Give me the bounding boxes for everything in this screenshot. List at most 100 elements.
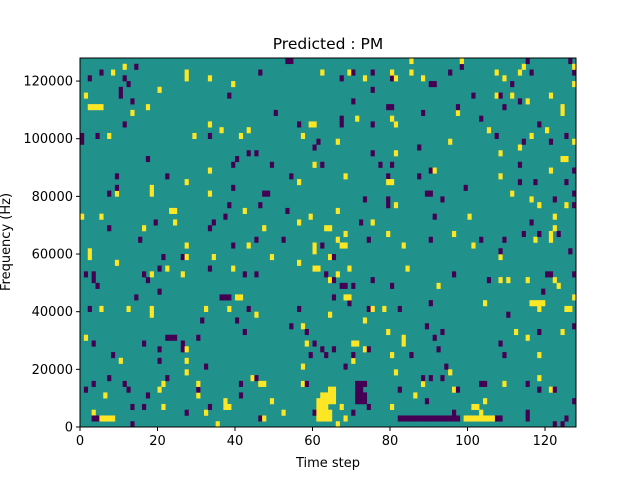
heatmap-cell <box>370 121 375 128</box>
heatmap-cell <box>421 380 426 387</box>
heatmap-cell <box>312 248 317 255</box>
heatmap-cell <box>269 161 275 168</box>
heatmap-cell <box>262 415 267 422</box>
heatmap-cell <box>328 392 333 399</box>
heatmap-cell <box>328 415 333 422</box>
heatmap-cell <box>235 317 240 324</box>
heatmap-cell <box>165 265 170 272</box>
heatmap-cell <box>537 328 542 336</box>
heatmap-cell <box>483 415 488 422</box>
x-tick-label: 40 <box>227 434 244 449</box>
heatmap-cell <box>386 196 391 203</box>
heatmap-cell <box>537 202 542 209</box>
heatmap-cell <box>111 69 116 76</box>
heatmap-cell <box>409 69 414 76</box>
heatmap-cell <box>258 69 263 76</box>
heatmap-cell <box>335 271 340 278</box>
heatmap-cell <box>180 254 185 261</box>
heatmap-cell <box>335 421 340 428</box>
heatmap-cell <box>161 380 166 387</box>
heatmap-cell <box>486 127 492 134</box>
heatmap-cell <box>211 219 216 226</box>
heatmap-cell <box>498 340 503 347</box>
heatmap-cell <box>262 225 267 232</box>
heatmap-cell <box>227 403 232 411</box>
heatmap-cell <box>572 202 577 209</box>
heatmap-cell <box>479 236 484 243</box>
heatmap-cell <box>196 386 201 393</box>
heatmap-cell <box>525 409 530 416</box>
heatmap-cell <box>320 415 325 422</box>
heatmap-cell <box>320 403 325 411</box>
heatmap-cell <box>572 190 577 197</box>
heatmap-cell <box>405 265 410 272</box>
heatmap-cell <box>153 219 158 226</box>
heatmap-cell <box>424 398 430 405</box>
heatmap-cell <box>417 144 422 151</box>
heatmap-cell <box>258 202 263 209</box>
heatmap-cell <box>572 398 577 405</box>
heatmap-cell <box>87 104 92 111</box>
heatmap-cell <box>227 92 232 99</box>
y-axis-label: Frequency (Hz) <box>0 193 14 291</box>
heatmap-cell <box>219 294 224 301</box>
heatmap-cell <box>300 323 306 330</box>
heatmap-cell <box>246 150 251 157</box>
heatmap-cell <box>324 398 329 405</box>
heatmap-cell <box>366 236 371 243</box>
heatmap-cell <box>196 392 201 399</box>
heatmap-cell <box>390 115 395 122</box>
heatmap-cell <box>548 167 554 174</box>
heatmap-cell <box>494 415 499 422</box>
heatmap-cell <box>95 132 100 140</box>
heatmap-cell <box>173 219 178 226</box>
heatmap-cell <box>386 230 391 238</box>
heatmap-cell <box>331 277 337 284</box>
heatmap-cell <box>223 294 228 301</box>
heatmap-cell <box>362 317 368 324</box>
heatmap-cell <box>533 236 538 243</box>
heatmap-cell <box>401 340 406 347</box>
heatmap-cell <box>525 58 530 65</box>
heatmap-cell <box>111 415 116 422</box>
heatmap-cell <box>161 254 166 261</box>
heatmap-cell <box>421 109 426 116</box>
heatmap-cell <box>517 98 523 105</box>
heatmap-cell <box>463 184 468 191</box>
heatmap-cell <box>169 334 174 341</box>
heatmap-cell <box>506 311 511 318</box>
heatmap-cell <box>455 415 461 422</box>
heatmap-cell <box>80 213 85 220</box>
heatmap-cell <box>87 75 92 82</box>
heatmap-cell <box>355 392 360 399</box>
heatmap-cell <box>157 265 162 272</box>
heatmap-cell <box>122 75 127 82</box>
heatmap-cell <box>552 213 557 220</box>
heatmap-cell <box>452 415 457 422</box>
heatmap-cell <box>424 323 430 330</box>
heatmap-cell <box>103 415 108 422</box>
heatmap-cell <box>382 305 387 312</box>
heatmap-cell <box>428 81 433 88</box>
heatmap-cell <box>231 265 236 272</box>
heatmap-cell <box>324 225 329 232</box>
heatmap-cell <box>297 179 302 186</box>
heatmap-cell <box>463 415 468 422</box>
heatmap-cell <box>207 225 213 232</box>
heatmap-cell <box>471 92 476 99</box>
y-tick-label: 60000 <box>32 248 73 263</box>
heatmap-cell <box>479 415 484 422</box>
heatmap-cell <box>572 138 577 145</box>
heatmap-cell <box>242 328 247 336</box>
heatmap-cell <box>304 340 309 347</box>
heatmap-cell <box>91 380 96 387</box>
heatmap-cell <box>300 363 306 370</box>
heatmap-cell <box>91 409 96 416</box>
heatmap-cell <box>184 409 189 416</box>
heatmap-cell <box>142 340 147 347</box>
heatmap-cell <box>386 104 391 111</box>
heatmap-cell <box>95 104 100 111</box>
heatmap-cell <box>223 403 228 411</box>
heatmap-cell <box>417 173 422 180</box>
